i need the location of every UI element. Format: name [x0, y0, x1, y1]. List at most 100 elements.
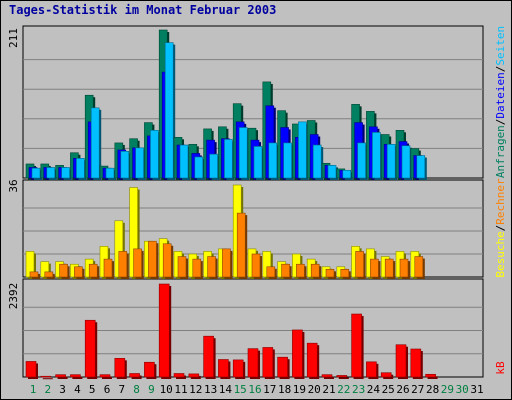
- top-bar-seiten: [31, 167, 41, 179]
- x-tick-label: 21: [322, 383, 335, 396]
- top-bar-seiten: [401, 145, 411, 179]
- middle-bar-rechner: [88, 263, 98, 278]
- x-tick-label: 16: [248, 383, 261, 396]
- x-tick-label: 3: [59, 383, 66, 396]
- legend-entry: /: [494, 66, 507, 73]
- legend-entry: kB: [494, 361, 507, 375]
- top-bar-seiten: [150, 130, 159, 179]
- bottom-bar-kb: [99, 374, 111, 378]
- bottom-bar-kb: [70, 374, 81, 378]
- legend-entry: Besuche: [494, 231, 507, 277]
- middle-bar-rechner: [148, 240, 157, 278]
- top-bar-seiten: [312, 144, 322, 179]
- x-tick-label: 1: [30, 383, 37, 396]
- top-bar-seiten: [342, 169, 352, 179]
- middle-bar-rechner: [192, 258, 202, 278]
- x-tick-label: 19: [293, 383, 306, 396]
- middle-bar-rechner: [207, 256, 216, 278]
- x-tick-label: 12: [189, 383, 202, 396]
- bottom-bar-kb: [247, 348, 259, 378]
- x-tick-label: 27: [411, 383, 424, 396]
- x-tick-label: 7: [118, 383, 125, 396]
- bottom-bar-kb: [218, 359, 229, 378]
- legend-entry: /: [494, 225, 507, 232]
- x-tick-label: 11: [174, 383, 187, 396]
- middle-bar-rechner: [118, 251, 128, 278]
- middle-bar-rechner: [222, 248, 231, 278]
- x-tick-label: 24: [367, 383, 381, 396]
- bottom-bar-kb-shadow: [57, 376, 68, 379]
- middle-bar-rechner: [162, 243, 172, 278]
- x-tick-label: 14: [219, 383, 233, 396]
- middle-bar-rechner: [296, 263, 305, 278]
- middle-bar-rechner: [355, 251, 364, 278]
- top-bar-seiten: [120, 151, 130, 179]
- middle-bar-rechner: [59, 263, 68, 278]
- middle-bar-rechner: [340, 269, 350, 278]
- top-bar-seiten: [253, 146, 263, 179]
- bottom-bar-kb: [84, 319, 96, 378]
- top-y-max-label: 211: [7, 28, 20, 48]
- bottom-legend: kB: [494, 361, 507, 375]
- legend-entry: Rechner: [494, 178, 507, 225]
- bottom-bar-kb: [55, 374, 66, 378]
- top-bar-seiten: [209, 153, 218, 179]
- x-tick-label: 28: [426, 383, 439, 396]
- x-tick-label: 22: [337, 383, 350, 396]
- middle-bar-rechner: [325, 269, 335, 278]
- bottom-bar-kb-shadow: [190, 375, 201, 379]
- middle-bar-rechner: [236, 212, 246, 278]
- top-bar-seiten: [283, 142, 292, 179]
- middle-bar-rechner: [29, 271, 39, 278]
- bottom-bar-kb-shadow: [42, 378, 53, 380]
- bottom-bar-kb: [203, 335, 214, 378]
- bottom-bar-kb: [306, 342, 318, 378]
- legend-entry: /: [494, 119, 507, 126]
- top-bar-seiten: [268, 142, 278, 179]
- bottom-bar-kb: [321, 374, 333, 378]
- bottom-bar-kb: [158, 283, 170, 378]
- top-bar-seiten: [327, 165, 337, 179]
- bottom-bar-kb: [277, 356, 288, 378]
- middle-y-max-label: 36: [7, 179, 20, 192]
- bottom-bar-kb-shadow: [427, 376, 438, 379]
- x-tick-label: 2: [44, 383, 51, 396]
- top-bar-seiten: [298, 121, 307, 179]
- x-tick-label: 5: [89, 383, 96, 396]
- middle-legend: Besuche/Rechner: [494, 178, 507, 278]
- bottom-bar-kb: [336, 375, 348, 378]
- top-bar-seiten: [224, 139, 233, 179]
- bottom-bar-kb: [425, 373, 436, 378]
- x-tick-label: 10: [160, 383, 173, 396]
- bottom-bar-kb: [25, 361, 37, 378]
- middle-bar-rechner: [103, 258, 113, 278]
- x-tick-label: 29: [441, 383, 454, 396]
- chart-title: Tages-Statistik im Monat Februar 2003: [9, 3, 277, 17]
- bottom-bar-kb: [262, 347, 274, 378]
- top-bar-seiten: [46, 167, 56, 179]
- middle-bar-rechner: [281, 263, 290, 278]
- x-tick-label: 17: [263, 383, 276, 396]
- top-bar-seiten: [135, 147, 144, 179]
- middle-bar-rechner: [133, 248, 142, 278]
- middle-bar-rechner: [177, 256, 187, 278]
- x-tick-label: 8: [133, 383, 140, 396]
- top-bar-seiten: [416, 155, 426, 179]
- legend-entry: Dateien: [494, 72, 507, 118]
- bottom-bar-kb: [40, 375, 52, 378]
- top-bar-seiten: [238, 127, 248, 179]
- x-tick-label: 25: [382, 383, 395, 396]
- x-tick-label: 30: [456, 383, 469, 396]
- bottom-bar-kb: [410, 348, 422, 378]
- top-bar-seiten: [90, 107, 100, 179]
- bottom-bar-kb: [232, 359, 244, 378]
- x-tick-label: 31: [470, 383, 483, 396]
- bottom-bar-kb: [395, 344, 407, 378]
- top-bar-seiten: [386, 144, 396, 179]
- top-bar-seiten: [194, 156, 204, 179]
- top-bar-seiten: [76, 158, 85, 179]
- bottom-y-max-label: 2392: [7, 283, 20, 310]
- x-tick-label: 4: [74, 383, 81, 396]
- middle-bar-rechner: [310, 263, 320, 278]
